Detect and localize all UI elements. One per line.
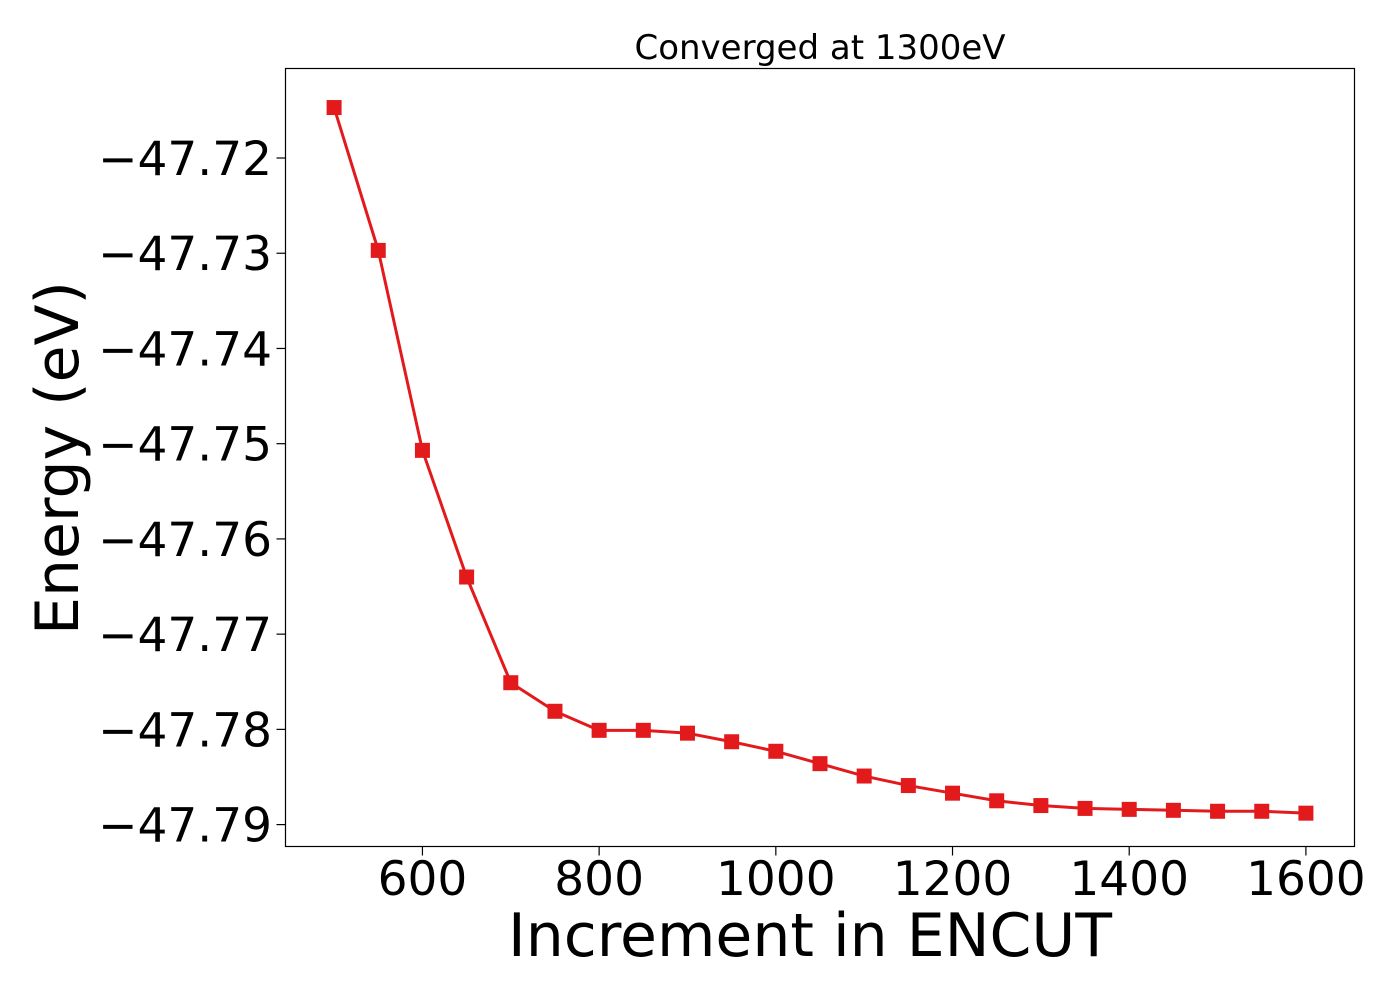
x-axis-label: Increment in ENCUT	[508, 901, 1112, 971]
data-point-marker	[414, 442, 430, 458]
y-axis-label: Energy (eV)	[23, 281, 93, 635]
x-tick-label: 1400	[1069, 852, 1189, 907]
x-tick-label: 1600	[1246, 852, 1366, 907]
x-axis-ticks: 600 800 1000 1200 1400 1600	[378, 846, 1366, 907]
data-point-marker	[1033, 798, 1049, 814]
data-point-marker	[768, 743, 784, 759]
chart-title: Converged at 1300eV	[634, 28, 1005, 68]
y-tick-label: −47.75	[98, 418, 272, 473]
data-point-marker	[724, 734, 740, 750]
data-point-marker	[1254, 803, 1270, 819]
y-tick-label: −47.78	[98, 703, 272, 758]
y-tick-label: −47.72	[98, 132, 272, 187]
data-point-marker	[989, 793, 1005, 809]
plot-frame	[284, 67, 1356, 848]
data-point-marker	[326, 100, 342, 116]
y-tick-label: −47.76	[98, 513, 272, 568]
y-tick-label: −47.73	[98, 227, 272, 282]
y-tick-label: −47.79	[98, 799, 272, 854]
data-point-marker	[679, 725, 695, 741]
x-tick-label: 600	[378, 852, 468, 907]
data-point-marker	[459, 569, 475, 585]
data-point-marker	[1121, 801, 1137, 817]
x-tick-label: 800	[554, 852, 644, 907]
x-tick-label: 1200	[893, 852, 1013, 907]
y-tick-label: −47.77	[98, 608, 272, 663]
data-point-marker	[370, 242, 386, 258]
data-point-marker	[945, 785, 961, 801]
data-point-marker	[856, 768, 872, 784]
data-point-marker	[812, 756, 828, 772]
series-line	[332, 107, 1306, 815]
y-tick-label: −47.74	[98, 322, 272, 377]
y-axis-ticks: −47.72 −47.73 −47.74 −47.75 −47.76 −47.77 −47.…	[98, 132, 286, 854]
series-energy	[326, 100, 1314, 821]
data-point-marker	[1210, 803, 1226, 819]
x-tick-label: 1000	[716, 852, 836, 907]
data-point-marker	[1165, 802, 1181, 818]
data-point-marker	[635, 722, 651, 738]
data-point-marker	[591, 722, 607, 738]
data-point-marker	[1077, 800, 1093, 816]
data-point-marker	[503, 675, 519, 691]
data-point-marker	[900, 778, 916, 794]
data-point-marker	[547, 703, 563, 719]
data-point-marker	[1298, 805, 1314, 821]
